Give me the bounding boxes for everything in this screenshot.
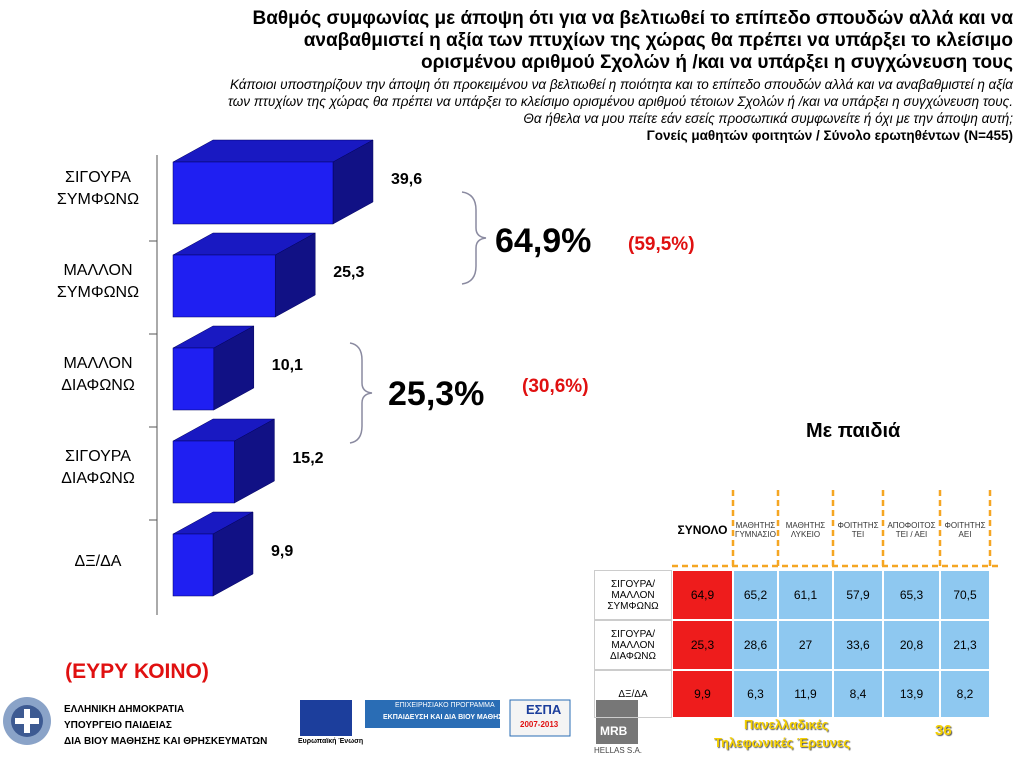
bar — [172, 161, 334, 225]
table-cell: 33,6 — [833, 620, 883, 670]
table-header: ΦΟΙΤΗΤΗΣ ΤΕΙ — [837, 521, 879, 539]
ministry-text: ΥΠΟΥΡΓΕΙΟ ΠΑΙΔΕΙΑΣ — [64, 720, 172, 731]
table-cell: 13,9 — [883, 670, 940, 718]
table-cell: 28,6 — [733, 620, 778, 670]
table-cell: 20,8 — [883, 620, 940, 670]
table-cell: 64,9 — [672, 570, 733, 620]
row-label: ΣΙΓΟΥΡΑ/ ΜΑΛΛΟΝ ΣΥΜΦΩΝΩ — [594, 570, 672, 620]
espa-years: 2007-2013 — [520, 720, 559, 729]
row-label: ΔΞ/ΔΑ — [594, 670, 672, 718]
category-label: ΔΞ/ΔΑ — [75, 553, 122, 570]
mrb-logo — [596, 700, 638, 744]
bracket-previous: (59,5%) — [628, 234, 695, 255]
title-line: ορισμένου αριθμού Σχολών ή /και να υπάρξ… — [421, 52, 1013, 73]
table-cell: 65,2 — [733, 570, 778, 620]
category-label: ΜΑΛΛΟΝ ΔΙΑΦΩΝΩ — [61, 355, 135, 394]
value-label: 10,1 — [272, 357, 303, 374]
category-label: ΣΙΓΟΥΡΑ ΣΥΜΦΩΝΩ — [57, 169, 139, 208]
table-header: ΑΠΟΦΟΙΤΟΣ ΤΕΙ / ΑΕΙ — [887, 521, 936, 539]
table-cell: 27 — [778, 620, 833, 670]
subtitle-line: Θα ήθελα να μου πείτε εάν εσείς προσωπικ… — [523, 111, 1013, 126]
table-cell: 9,9 — [672, 670, 733, 718]
eu-flag — [300, 700, 352, 736]
bracket-total: 25,3% — [388, 375, 484, 413]
title-line: αναβαθμιστεί η αξία των πτυχίων της χώρα… — [303, 30, 1013, 51]
bracket — [349, 342, 373, 444]
programme-name: ΕΚΠΑΙΔΕΥΣΗ ΚΑΙ ΔΙΑ ΒΙΟΥ ΜΑΘΗΣΗ — [383, 714, 508, 721]
table-cell: 21,3 — [940, 620, 990, 670]
bar — [172, 440, 235, 504]
bracket-total: 64,9% — [495, 222, 591, 260]
ministry-text: ΕΛΛΗΝΙΚΗ ΔΗΜΟΚΡΑΤΙΑ — [64, 704, 185, 715]
category-label: ΣΙΓΟΥΡΑ ΔΙΑΦΩΝΩ — [61, 448, 135, 487]
bar — [172, 254, 276, 318]
mrb-text: MRB — [600, 724, 628, 738]
mrb-sub: HELLAS S.A. — [594, 746, 643, 755]
row-label: ΣΙΓΟΥΡΑ/ ΜΑΛΛΟΝ ΔΙΑΦΩΝΩ — [594, 620, 672, 670]
value-label: 25,3 — [333, 264, 364, 281]
page-number: 36 — [935, 722, 952, 739]
table-header: ΦΟΙΤΗΤΗΣ ΑΕΙ — [944, 521, 986, 539]
bar — [172, 533, 214, 597]
espa-logo — [509, 699, 571, 737]
table-cell: 61,1 — [778, 570, 833, 620]
bar — [172, 347, 215, 411]
subtitle-line: Κάποιοι υποστηρίζουν την άποψη ότι προκε… — [229, 77, 1013, 92]
table-cell: 65,3 — [883, 570, 940, 620]
table-cell: 57,9 — [833, 570, 883, 620]
title-line: Βαθμός συμφωνίας με άποψη ότι για να βελ… — [252, 8, 1013, 29]
table-cell: 8,2 — [940, 670, 990, 718]
table-cell: 25,3 — [672, 620, 733, 670]
table-cell: 11,9 — [778, 670, 833, 718]
table-cell: 6,3 — [733, 670, 778, 718]
table-header: ΜΑΘΗΤΗΣ ΛΥΚΕΙΟ — [785, 521, 826, 539]
programme-logo — [365, 700, 500, 728]
espa-text: ΕΣΠΑ — [526, 702, 562, 717]
value-label: 15,2 — [292, 450, 323, 467]
programme-text: ΕΠΙΧΕΙΡΗΣΙΑΚΟ ΠΡΟΓΡΑΜΜΑ — [395, 702, 495, 709]
table-title: Με παιδιά — [806, 420, 901, 442]
bracket — [461, 191, 487, 285]
category-label: ΜΑΛΛΟΝ ΣΥΜΦΩΝΩ — [57, 262, 139, 301]
table-cell: 8,4 — [833, 670, 883, 718]
table-cell: 70,5 — [940, 570, 990, 620]
ministry-text: ΔΙΑ ΒΙΟΥ ΜΑΘΗΣΗΣ ΚΑΙ ΘΡΗΣΚΕΥΜΑΤΩΝ — [64, 736, 268, 747]
bracket-previous: (30,6%) — [522, 376, 589, 397]
survey-text: Πανελλαδικές — [744, 717, 829, 732]
table-header: ΜΑΘΗΤΗΣ ΓΥΜΝΑΣΙΟ — [735, 521, 776, 539]
subtitle-line: των πτυχίων της χώρας θα πρέπει να υπάρξ… — [227, 94, 1013, 109]
ministry-logo — [3, 697, 51, 745]
value-label: 9,9 — [271, 543, 293, 560]
survey-text: Τηλεφωνικές Έρευνες — [714, 735, 850, 750]
table-header: ΣΥΝΟΛΟ — [677, 523, 728, 537]
sample-label: (ΕΥΡΥ ΚΟΙΝΟ) — [65, 660, 209, 683]
value-label: 39,6 — [391, 171, 422, 188]
base-label: Γονείς μαθητών φοιτητών / Σύνολο ερωτηθέ… — [646, 128, 1013, 143]
eu-text: Ευρωπαϊκή Ένωση — [298, 738, 364, 745]
